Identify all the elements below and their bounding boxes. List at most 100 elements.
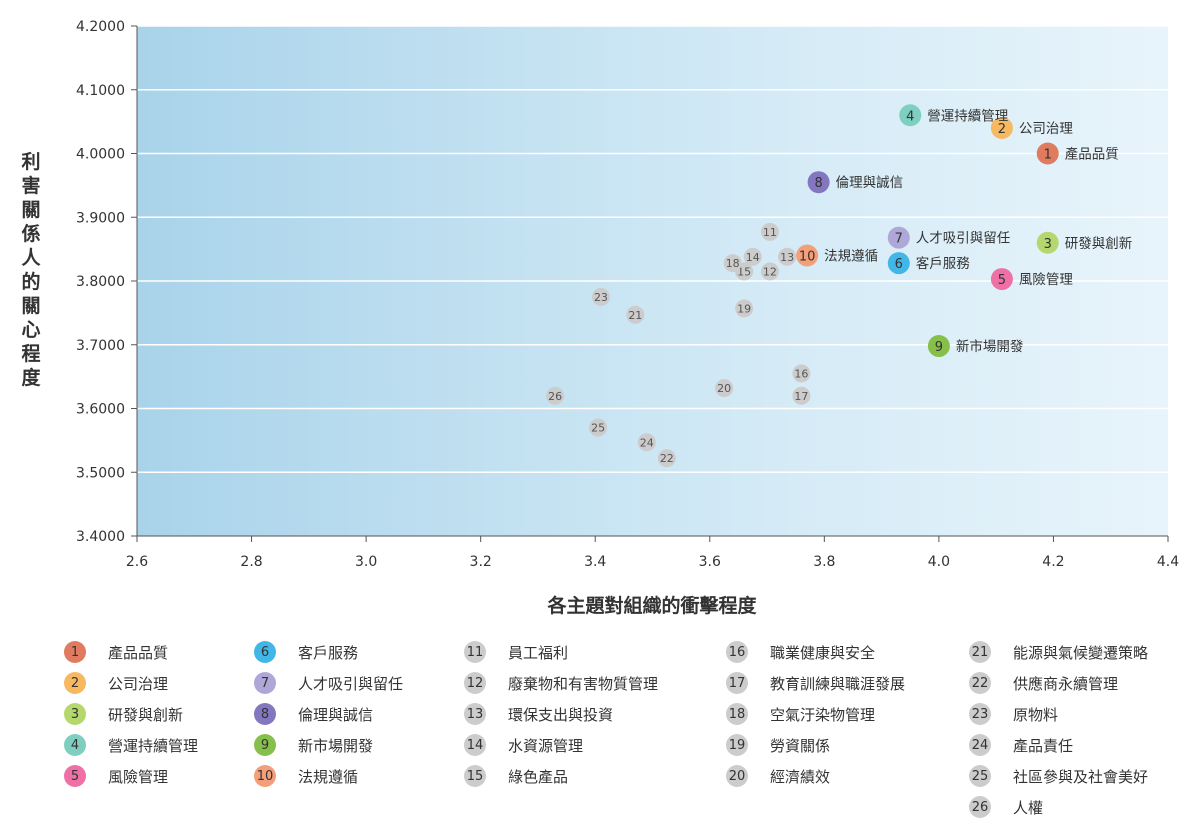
legend-badge: 20 [726,765,748,787]
data-point-23: 23 [591,287,610,306]
legend-item-5: 5 風險管理 [64,764,168,788]
point-number: 5 [998,273,1006,288]
legend-label: 人才吸引與留任 [298,674,404,693]
legend-badge: 18 [726,703,748,725]
scatter-chart: 2.6 2.8 3.0 3.2 3.4 3.6 3.8 4.0 4.2 4.4 3.4000 3.5… [21,19,1179,617]
legend-item-6: 6 客戶服務 [254,640,358,664]
y-tick-label: 3.5000 [76,465,125,481]
point-number: 19 [737,302,751,315]
legend-label: 產品品質 [108,643,169,662]
x-tick-label: 2.6 [126,554,148,570]
legend-item-19: 19 勞資關係 [726,733,830,757]
data-point-26: 26 [546,386,565,405]
x-tick-label: 3.2 [470,554,492,570]
point-label: 研發與創新 [1065,236,1133,252]
legend-item-20: 20 經濟績效 [726,764,830,788]
legend-item-10: 10 法規遵循 [254,764,358,788]
point-number: 14 [746,251,760,264]
data-point-13: 13 [778,247,797,266]
point-marker [792,364,811,383]
y-axis-title: 利害關係人的關心程度 [21,151,41,389]
y-tick-label: 4.2000 [76,19,125,35]
x-tick-label: 4.4 [1157,554,1179,570]
point-number: 8 [814,176,822,191]
point-number: 22 [660,452,674,465]
legend-label: 職業健康與安全 [770,643,876,662]
point-number: 3 [1044,237,1052,252]
point-number: 7 [895,232,903,247]
legend-badge: 15 [464,765,486,787]
data-point-8: 8 倫理與誠信 [807,171,903,194]
legend-item-12: 12 廢棄物和有害物質管理 [464,671,658,695]
point-number: 18 [726,257,740,270]
data-point-9: 9 新市場開發 [927,335,1024,358]
data-point-18: 18 [723,254,742,273]
legend-badge: 24 [969,734,991,756]
x-tick-label: 3.0 [355,554,377,570]
legend-label: 風險管理 [108,767,169,786]
point-number: 6 [895,257,903,272]
point-marker [796,244,819,267]
point-marker [723,254,742,273]
legend: 1 產品品質 2 公司治理 3 研發與創新 4 營運持續管理 5 風險管理 6 客戶服務 7 人才吸引與留… [64,640,1194,825]
data-point-2: 2 公司治理 [990,117,1073,139]
point-marker [589,418,608,437]
legend-item-21: 21 能源與氣候變遷策略 [969,640,1148,664]
x-tick-label: 4.2 [1042,554,1064,570]
point-number: 16 [794,367,808,380]
point-label: 產品品質 [1065,146,1119,163]
legend-label: 公司治理 [108,674,169,693]
point-number: 10 [799,250,816,265]
data-point-7: 7 人才吸引與留任 [887,226,1010,249]
legend-badge: 16 [726,641,748,663]
point-marker [735,299,754,318]
data-point-4: 4 營運持續管理 [899,104,1009,127]
legend-label: 經濟績效 [770,767,831,786]
data-point-3: 3 研發與創新 [1036,231,1133,254]
x-tick-label: 2.8 [240,554,262,570]
legend-item-8: 8 倫理與誠信 [254,702,373,726]
y-tick-label: 3.7000 [76,338,125,354]
legend-item-4: 4 營運持續管理 [64,733,198,757]
legend-item-16: 16 職業健康與安全 [726,640,875,664]
data-point-12: 12 [760,262,779,281]
x-tick-label: 4.0 [928,554,950,570]
legend-badge: 17 [726,672,748,694]
data-point-10: 10 法規遵循 [796,244,878,267]
legend-label: 環保支出與投資 [508,705,614,724]
legend-badge: 9 [254,734,276,756]
data-point-5: 5 風險管理 [990,268,1073,291]
gridlines [137,25,1168,473]
point-number: 15 [737,265,751,278]
x-axis-title: 各主題對組織的衝擊程度 [546,594,757,617]
point-marker [715,379,734,398]
data-point-19: 19 [735,299,754,318]
data-point-20: 20 [715,379,734,398]
point-number: 25 [591,422,605,435]
y-tick-label: 3.9000 [76,210,125,226]
point-marker [1036,231,1059,254]
legend-item-26: 26 人權 [969,795,1043,819]
legend-badge: 10 [254,765,276,787]
point-number: 21 [628,309,642,322]
legend-badge: 26 [969,796,991,818]
x-tick-label: 3.8 [813,554,835,570]
point-marker [887,226,910,249]
legend-badge: 4 [64,734,86,756]
y-tick-labels: 3.4000 3.5000 3.6000 3.7000 3.8000 3.9000 4.00… [76,19,137,545]
point-marker [637,433,656,452]
point-marker [760,262,779,281]
y-tick-label: 4.1000 [76,83,125,99]
point-number: 12 [763,265,777,278]
legend-badge: 12 [464,672,486,694]
data-point-11: 11 [760,222,779,241]
legend-badge: 7 [254,672,276,694]
legend-item-17: 17 教育訓練與職涯發展 [726,671,905,695]
legend-badge: 19 [726,734,748,756]
point-marker [990,117,1013,139]
legend-label: 法規遵循 [298,767,359,786]
point-label: 法規遵循 [824,248,878,265]
legend-item-14: 14 水資源管理 [464,733,583,757]
legend-badge: 6 [254,641,276,663]
point-label: 營運持續管理 [927,108,1008,124]
